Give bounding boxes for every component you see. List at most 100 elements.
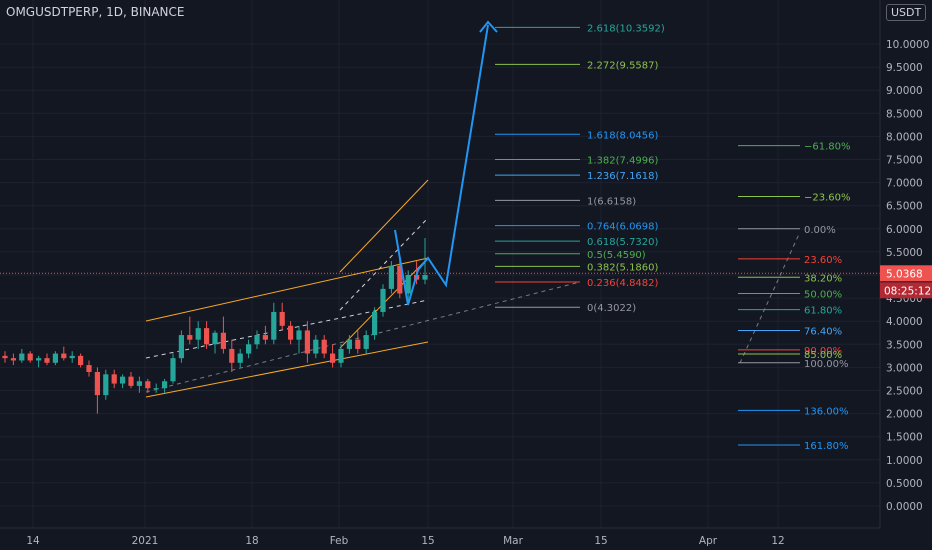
- candle-body: [2, 355, 8, 359]
- time-tick-label: 18: [245, 535, 258, 547]
- fib-retracement-level-label: −61.80%: [804, 142, 851, 153]
- price-tick-label: 8.0000: [886, 131, 923, 143]
- chart-drawings: [0, 179, 880, 398]
- fib-extension-level-label: 0.764(6.0698): [587, 222, 659, 233]
- fib-retracement-level-label: 90.00%: [804, 346, 842, 357]
- candle-body: [321, 339, 327, 354]
- fib-extension-level-label: 1(6.6158): [587, 196, 636, 207]
- fib-retracement-tool[interactable]: −61.80% −23.60% 0.00% 23.60% 38.20% 50.00% 61.…: [738, 142, 851, 452]
- price-tick-label: 0.5000: [886, 478, 923, 490]
- fib-extension-level-label: 1.236(7.1618): [587, 171, 659, 182]
- candle-body: [220, 332, 226, 349]
- price-tick-label: 10.0000: [886, 39, 929, 51]
- projection-arrowhead: [479, 20, 498, 33]
- candle-body: [10, 358, 16, 361]
- candle-body: [178, 335, 184, 359]
- candle-body: [111, 374, 117, 384]
- fib-extension-level-label: 2.272(9.5587): [587, 60, 659, 71]
- price-tick-label: 8.5000: [886, 108, 923, 120]
- fib-extension-level-label: 0.236(4.8482): [587, 278, 659, 289]
- fib-retracement-trendline: [739, 231, 801, 364]
- time-tick-label: 15: [594, 535, 607, 547]
- fib-extension-level-label: 2.618(10.3592): [587, 23, 665, 34]
- fib-retracement-level-label: 161.80%: [804, 441, 849, 452]
- time-tick-label: Apr: [699, 535, 718, 547]
- candle-body: [120, 376, 126, 384]
- price-tick-label: 1.0000: [886, 455, 923, 467]
- candle-body: [145, 381, 151, 389]
- price-tick-label: 4.0000: [886, 316, 923, 328]
- price-tick-label: 5.5000: [886, 247, 923, 259]
- candle-body: [363, 335, 369, 349]
- price-tick-label: 0.0000: [886, 501, 923, 513]
- channel-upper-line: [145, 257, 429, 322]
- fib-extension-tool[interactable]: 2.618(10.3592) 2.272(9.5587) 1.618(8.0456)…: [495, 23, 665, 314]
- candle-countdown: 08:25:12: [884, 285, 931, 297]
- wedge-upper-line: [339, 179, 429, 273]
- candle-body: [388, 265, 394, 289]
- candle-body: [78, 355, 84, 366]
- fib-extension-level-label: 0.5(5.4590): [587, 250, 646, 261]
- candle-body: [262, 335, 268, 340]
- time-tick-label: Mar: [503, 535, 523, 547]
- candle-body: [304, 330, 310, 354]
- fib-retracement-level-label: 50.00%: [804, 289, 842, 300]
- fib-retracement-level-label: 136.00%: [804, 406, 849, 417]
- candle-body: [27, 353, 33, 361]
- candlestick-series: [2, 238, 428, 414]
- time-tick-label: Feb: [330, 535, 349, 547]
- candle-body: [128, 376, 134, 386]
- candle-body: [237, 353, 243, 363]
- fib-extension-level-label: 0.618(5.7320): [587, 237, 659, 248]
- candle-body: [187, 335, 193, 340]
- fib-retracement-level-label: 0.00%: [804, 225, 836, 236]
- price-tick-label: 2.0000: [886, 409, 923, 421]
- price-axis[interactable]: 10.0000 9.5000 9.0000 8.5000 8.0000 7.5000 7.0…: [879, 0, 932, 550]
- projection-zigzag-line: [394, 24, 489, 306]
- fib-extension-level-label: 0(4.3022): [587, 303, 636, 314]
- candle-body: [136, 381, 142, 386]
- fib-retracement-level-label: −23.60%: [804, 192, 851, 203]
- price-tick-label: 2.5000: [886, 386, 923, 398]
- currency-unit-badge[interactable]: USDT: [886, 4, 927, 21]
- wedge-mid-line: [339, 217, 429, 311]
- candle-body: [372, 311, 378, 336]
- fib-retracement-level-label: 61.80%: [804, 306, 842, 317]
- symbol-title: OMGUSDTPERP, 1D, BINANCE: [6, 5, 185, 19]
- candle-body: [86, 365, 92, 373]
- channel-mid-line: [145, 299, 429, 359]
- price-tick-label: 6.0000: [886, 224, 923, 236]
- projection-path[interactable]: [394, 20, 498, 306]
- countdown-tag: [880, 282, 932, 299]
- current-price-value: 5.0368: [886, 268, 923, 280]
- candle-body: [170, 358, 176, 382]
- candle-body: [69, 355, 75, 359]
- trend-projection-line: [145, 281, 581, 393]
- price-tick-label: 3.5000: [886, 339, 923, 351]
- candle-body: [313, 339, 319, 354]
- fib-retracement-level-label: 23.60%: [804, 255, 842, 266]
- candle-body: [422, 275, 428, 280]
- price-tick-label: 9.0000: [886, 85, 923, 97]
- candle-body: [229, 348, 235, 363]
- price-tick-label: 6.5000: [886, 201, 923, 213]
- candle-body: [162, 381, 168, 389]
- candle-body: [153, 388, 159, 390]
- candle-body: [212, 332, 218, 345]
- candle-body: [271, 311, 277, 340]
- candle-body: [288, 325, 294, 340]
- candle-body: [397, 265, 403, 294]
- time-tick-label: 14: [26, 535, 40, 547]
- time-tick-label: 12: [771, 535, 784, 547]
- price-tick-label: 7.5000: [886, 155, 923, 167]
- time-axis[interactable]: 14 2021 18 Feb 15 Mar 15 Apr 12: [0, 527, 880, 547]
- candle-body: [94, 372, 100, 396]
- candle-body: [103, 374, 109, 396]
- price-tick-label: 7.0000: [886, 178, 923, 190]
- current-price-tag: [880, 265, 932, 282]
- candle-body: [338, 348, 344, 363]
- candle-body: [279, 311, 285, 326]
- fib-extension-level-label: 1.618(8.0456): [587, 130, 659, 141]
- candle-body: [36, 358, 42, 361]
